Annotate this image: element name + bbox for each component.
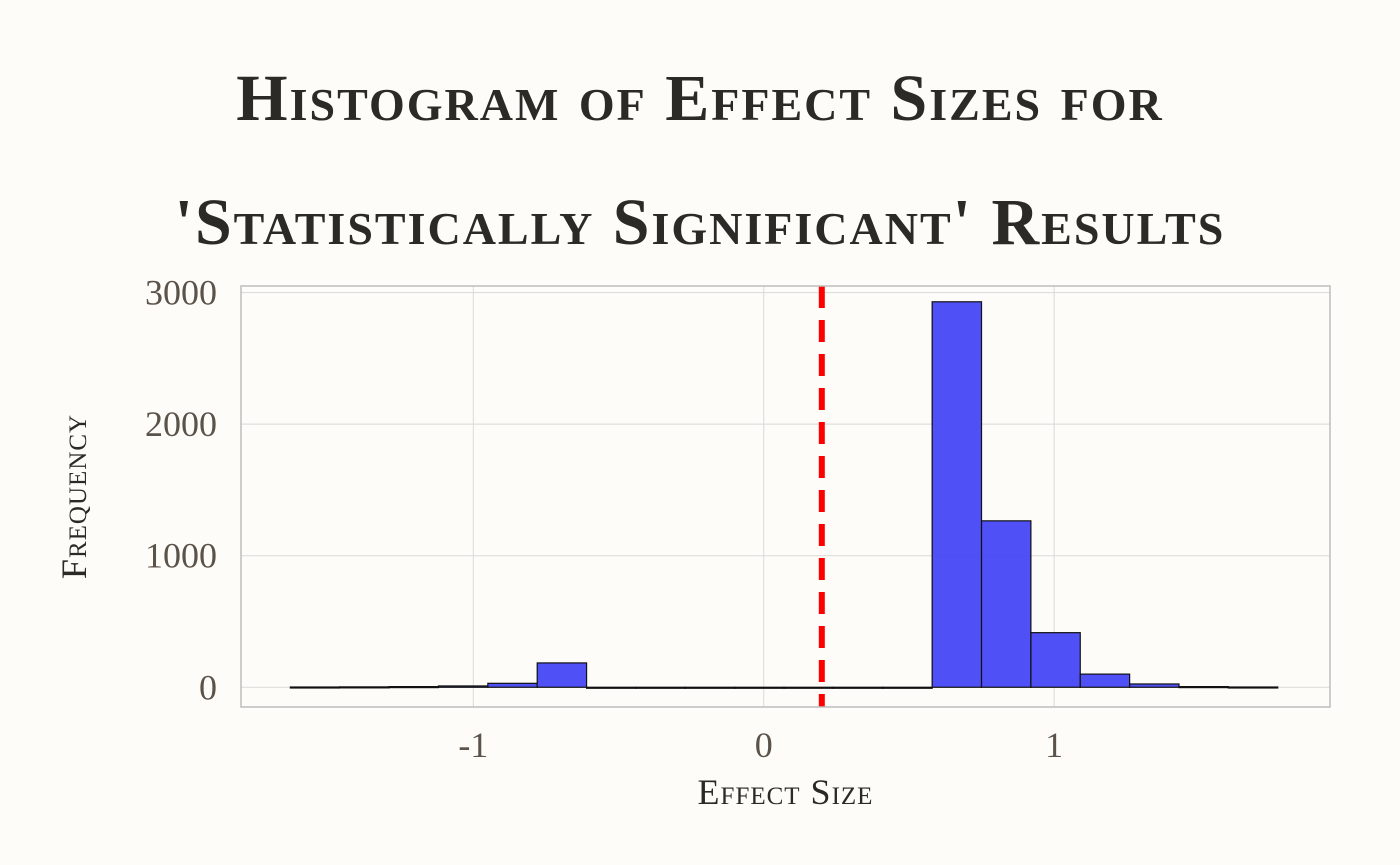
x-axis-title: Effect Size (698, 772, 874, 812)
y-tick-label: 0 (199, 667, 217, 707)
y-tick-label: 2000 (145, 404, 217, 444)
histogram-bar (1079, 673, 1131, 688)
y-tick-label: 1000 (145, 536, 217, 576)
histogram-bar (1030, 632, 1081, 688)
histogram-bar (339, 686, 390, 689)
x-tick-label: -1 (458, 725, 488, 765)
histogram-bar (931, 301, 983, 688)
chart-title-line-2: 'Statistically Significant' Results (174, 186, 1226, 259)
histogram-bar (388, 686, 440, 689)
panel-border (240, 285, 1331, 708)
histogram-bar (1227, 686, 1279, 689)
histogram-bar (1129, 683, 1180, 688)
histogram-bar (832, 686, 884, 689)
histogram-bar (980, 520, 1032, 688)
histogram-bar (783, 686, 835, 689)
histogram-bar (1178, 686, 1229, 689)
histogram-bar (635, 686, 686, 689)
chart-title-line-1: Histogram of Effect Sizes for (236, 62, 1164, 135)
y-tick-label: 3000 (145, 273, 217, 313)
histogram-bars (289, 301, 1279, 689)
x-tick-label: 0 (755, 725, 773, 765)
histogram-bar (289, 686, 341, 689)
histogram-bar (487, 682, 538, 688)
y-axis-ticks: 0 1000 2000 3000 (145, 273, 217, 708)
x-axis-ticks: -1 0 1 (458, 725, 1063, 765)
x-tick-label: 1 (1045, 725, 1063, 765)
y-axis-title: Frequency (54, 414, 94, 579)
histogram-bar (536, 662, 588, 688)
histogram-bar (734, 686, 785, 689)
histogram-bar (882, 686, 933, 689)
histogram-bar (684, 686, 736, 689)
grid-lines (241, 286, 1330, 707)
histogram-bar (585, 686, 637, 689)
histogram-bar (437, 685, 489, 688)
